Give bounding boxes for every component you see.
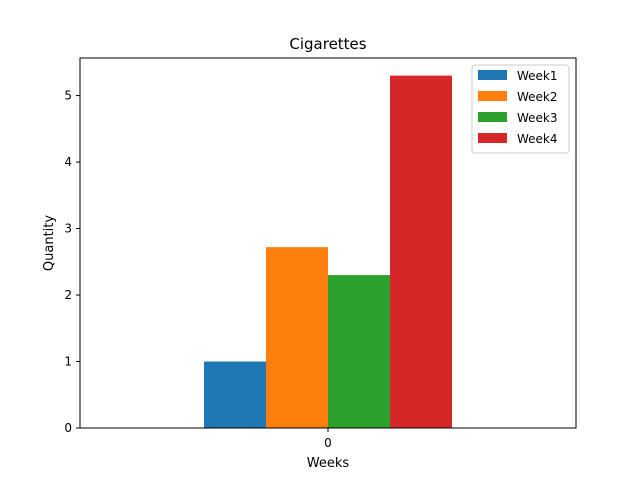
- y-axis-label: Quantity: [42, 215, 57, 271]
- chart-title: Cigarettes: [289, 35, 366, 53]
- legend-label-week2: Week2: [517, 90, 558, 104]
- plot-area: [204, 75, 452, 428]
- bar-week3: [328, 275, 390, 428]
- x-axis: 0: [324, 428, 332, 450]
- y-tick-label: 1: [64, 355, 72, 369]
- legend-label-week3: Week3: [517, 111, 558, 125]
- legend: Week1 Week2 Week3 Week4: [471, 64, 570, 154]
- bar-week1: [204, 361, 266, 428]
- y-tick-label: 2: [64, 288, 72, 302]
- x-tick-label: 0: [324, 436, 332, 450]
- x-axis-label: Weeks: [307, 456, 350, 471]
- bar-week2: [266, 247, 328, 428]
- legend-label-week4: Week4: [517, 132, 558, 146]
- y-tick-label: 0: [64, 421, 72, 435]
- legend-swatch-week1: [478, 70, 507, 80]
- y-tick-label: 3: [64, 222, 72, 236]
- y-tick-label: 5: [64, 89, 72, 103]
- bar-week4: [390, 75, 452, 428]
- legend-box: [471, 64, 570, 154]
- legend-swatch-week3: [478, 112, 507, 122]
- y-axis: 0 1 2 3 4 5: [64, 89, 80, 435]
- legend-swatch-week4: [478, 133, 507, 143]
- legend-label-week1: Week1: [517, 69, 558, 83]
- y-tick-label: 4: [64, 155, 72, 169]
- legend-swatch-week2: [478, 91, 507, 101]
